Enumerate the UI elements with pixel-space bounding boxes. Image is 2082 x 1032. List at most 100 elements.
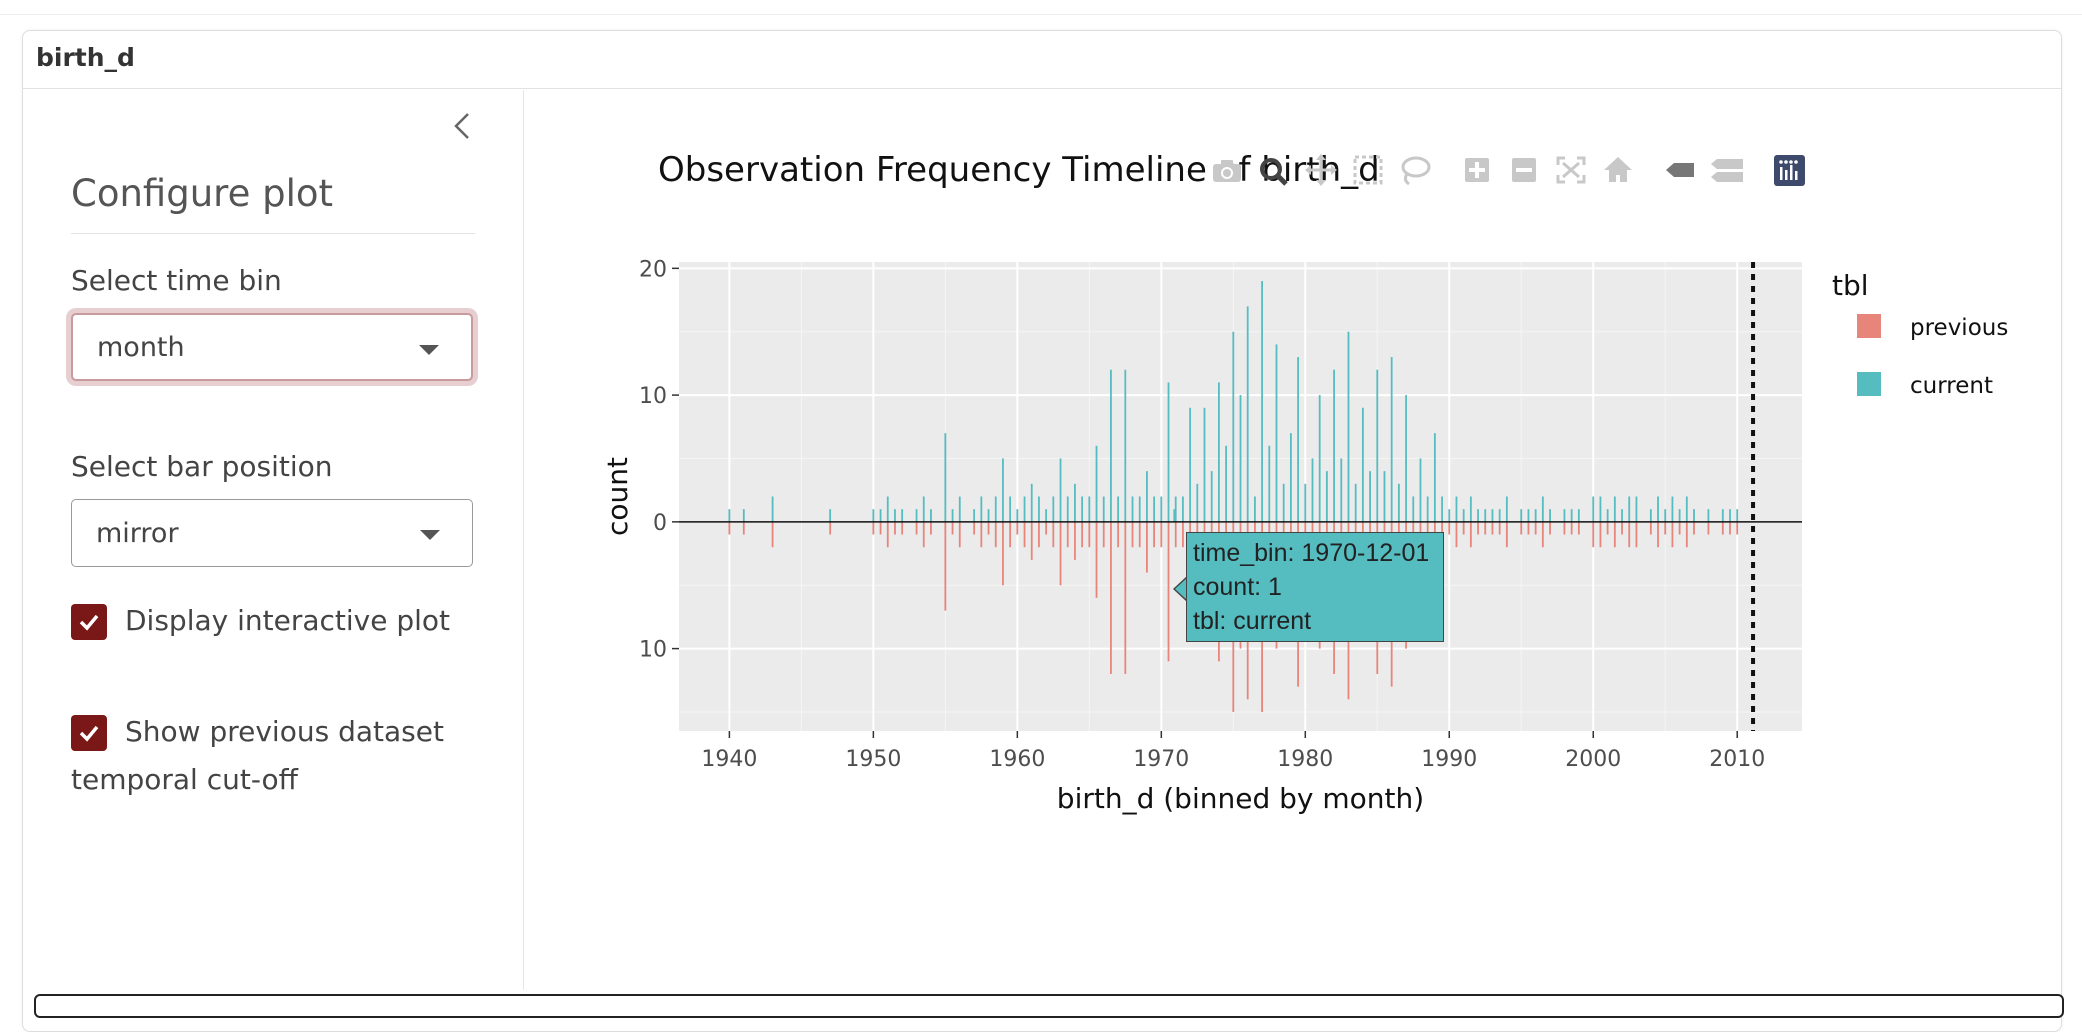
current-bar <box>1657 496 1659 522</box>
current-bar <box>922 496 925 522</box>
previous-bar <box>1455 521 1458 548</box>
current-bar <box>1455 496 1458 522</box>
cutoff-checkbox[interactable] <box>71 715 107 751</box>
previous-bar <box>1649 521 1652 535</box>
current-bar <box>1102 496 1105 522</box>
current-bar <box>742 509 745 522</box>
current-bar <box>1146 471 1148 522</box>
current-bar <box>829 509 832 522</box>
previous-bar <box>1577 521 1580 535</box>
current-bar <box>1232 331 1235 522</box>
current-bar <box>951 509 954 522</box>
zoom-in-button[interactable] <box>1459 150 1495 190</box>
current-bar <box>1297 357 1299 522</box>
previous-bar <box>1736 521 1739 535</box>
bar-position-select[interactable]: mirror <box>71 499 473 567</box>
previous-bar <box>1095 521 1098 598</box>
current-bar <box>1196 483 1199 522</box>
current-bar <box>1736 509 1739 522</box>
current-bar <box>1131 496 1134 522</box>
plotly-logo-button[interactable] <box>1771 150 1807 190</box>
current-bar <box>1613 496 1616 522</box>
previous-bar <box>1505 521 1508 548</box>
current-bar <box>1167 382 1170 522</box>
previous-bar <box>1174 521 1177 548</box>
current-bar <box>1405 395 1407 522</box>
tooltip-arrow-inner <box>1175 578 1187 600</box>
x-tick-label: 1990 <box>1421 747 1477 772</box>
current-bar <box>980 496 983 522</box>
previous-bar <box>1102 521 1105 548</box>
previous-bar <box>987 521 990 535</box>
compare-hover-button[interactable] <box>1709 150 1745 190</box>
previous-bar <box>1520 521 1523 535</box>
current-bar <box>1599 496 1602 522</box>
current-bar <box>1289 433 1292 522</box>
current-bar <box>1030 483 1033 522</box>
current-bar <box>1412 496 1415 522</box>
previous-bar <box>1613 521 1616 548</box>
bar-position-value: mirror <box>96 517 179 549</box>
current-bar <box>1052 496 1055 522</box>
cutoff-label-line1: Show previous dataset <box>125 715 444 748</box>
current-bar <box>1045 509 1048 522</box>
pan-button[interactable] <box>1303 150 1339 190</box>
current-bar <box>1397 483 1400 522</box>
time-bin-select[interactable]: month <box>71 313 473 381</box>
current-bar <box>1376 369 1379 522</box>
box-select-button[interactable] <box>1350 150 1386 190</box>
zoom-icon <box>1260 158 1288 186</box>
current-bar <box>1173 509 1176 522</box>
previous-bar <box>1606 521 1609 535</box>
next-card-edge <box>34 994 2064 1018</box>
current-bar <box>1671 496 1674 522</box>
previous-bar <box>771 521 774 548</box>
lasso-select-button[interactable] <box>1397 150 1433 190</box>
previous-bar <box>958 521 961 548</box>
zoom-out-button[interactable] <box>1506 150 1542 190</box>
current-bar <box>1153 496 1156 522</box>
chart-svg[interactable]: 1940 1950 1960 1970 1980 1990 2000 20102010010 … <box>524 90 2061 990</box>
current-bar <box>1721 509 1724 522</box>
current-bar <box>1253 496 1256 522</box>
current-bar <box>1275 344 1278 522</box>
current-bar <box>1325 471 1328 522</box>
previous-bar <box>1678 521 1681 535</box>
checkmark-icon <box>79 725 99 742</box>
current-bar <box>1081 496 1084 522</box>
spike-lines-button[interactable] <box>1662 150 1698 190</box>
download-plot-button[interactable] <box>1209 150 1245 190</box>
current-bar <box>1477 509 1479 522</box>
current-bar <box>1203 407 1206 522</box>
reset-axes-button[interactable] <box>1600 150 1636 190</box>
current-bar <box>1419 458 1422 522</box>
spike-lines-icon <box>1666 163 1694 177</box>
current-legend-swatch <box>1857 372 1881 396</box>
current-bar <box>1246 306 1249 522</box>
current-bar <box>872 509 875 522</box>
previous-bar <box>1059 521 1062 586</box>
previous-bar <box>1160 521 1163 548</box>
current-bar <box>1318 395 1321 522</box>
current-bar <box>1095 445 1098 522</box>
autoscale-icon <box>1556 156 1586 184</box>
previous-bar <box>1138 521 1141 548</box>
zoom-button[interactable] <box>1256 150 1292 190</box>
dropdown-caret-icon <box>420 530 440 540</box>
autoscale-button[interactable] <box>1553 150 1589 190</box>
previous-bar <box>1541 521 1544 548</box>
current-bar <box>771 496 774 522</box>
chevron-left-icon <box>454 113 469 139</box>
current-bar <box>1383 471 1386 522</box>
previous-bar <box>1066 521 1069 548</box>
previous-bar <box>930 521 932 535</box>
current-bar <box>1448 509 1451 522</box>
interactive-plot-checkbox[interactable] <box>71 604 107 640</box>
current-bar <box>901 509 904 522</box>
current-bar <box>1433 433 1436 522</box>
previous-bar <box>944 521 947 611</box>
current-bar <box>1088 496 1091 522</box>
current-bar <box>915 509 918 522</box>
current-bar <box>1138 496 1141 522</box>
collapse-sidebar-button[interactable] <box>448 108 476 144</box>
